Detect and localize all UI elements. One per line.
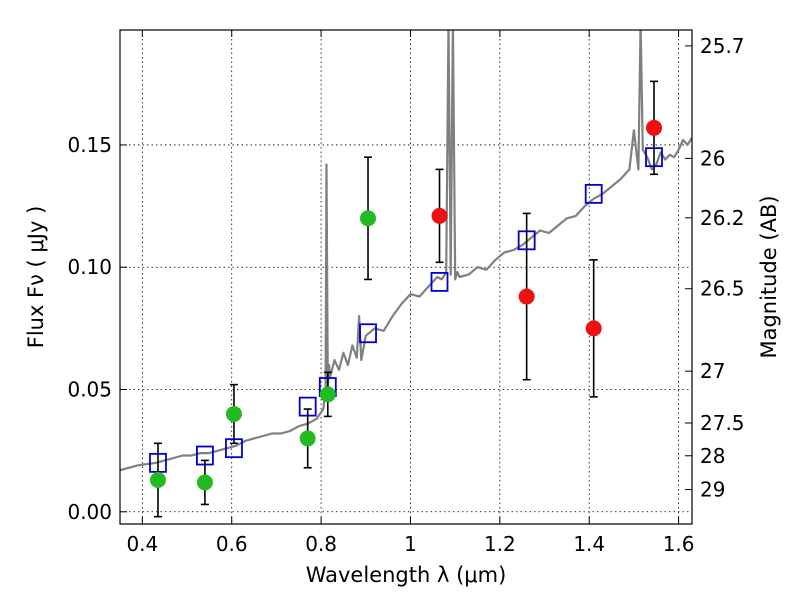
plot-frame [119,29,693,525]
data-point [225,405,242,422]
spectrum-line [120,30,692,472]
data-point [319,386,336,403]
x-tick-label: 1.4 [573,532,605,556]
mag-tick-label: 27.5 [700,411,745,435]
x-tick-label: 1 [404,532,417,556]
y-tick-label: 0.15 [67,133,112,157]
y-tick-label: 0.00 [67,500,112,524]
y-tick-label: 0.10 [67,255,112,279]
mag-tick-label: 27 [700,359,725,383]
mag-tick-label: 26.2 [700,206,745,230]
x-tick-label: 0.6 [216,532,248,556]
data-points-layer [149,119,663,491]
mag-tick-label: 26 [700,146,725,170]
grid [120,30,692,524]
data-point [518,288,535,305]
y2-axis-label: Magnitude (AB) [757,195,781,358]
data-point [646,119,663,136]
mag-tick-label: 26.5 [700,277,745,301]
mag-tick-label: 28 [700,444,725,468]
x-tick-label: 1.6 [663,532,695,556]
model-photometry-square [196,445,214,466]
mag-tick-label: 29 [700,478,725,502]
y-axis-label: Flux Fν ( μJy ) [24,206,48,349]
model-photometry-layer [149,147,663,473]
data-point [149,471,166,488]
y-tick-label: 0.05 [67,377,112,401]
x-tick-label: 1.2 [484,532,516,556]
data-point [360,210,377,227]
model-photometry-square [584,183,603,204]
x-tick-label: 0.4 [126,532,158,556]
data-point [585,320,602,337]
data-point [299,430,316,447]
model-photometry-square [359,323,377,344]
model-photometry-square [645,147,663,168]
ticks: 0.4 0.6 0.8 1 1.2 1.4 1.6 0.00 0.05 0.10 0.15 25.7 2… [67,30,745,556]
x-tick-label: 0.8 [305,532,337,556]
data-point [196,474,213,491]
x-axis-label: Wavelength λ (μm) [306,563,507,587]
model-photometry-square [225,438,243,459]
data-point [431,207,448,224]
model-photometry-square [149,452,167,473]
model-spectrum-layer [120,30,692,472]
model-photometry-square [430,271,449,292]
model-photometry-square [298,396,317,417]
model-photometry-square [517,230,536,251]
mag-tick-label: 25.7 [700,34,745,58]
